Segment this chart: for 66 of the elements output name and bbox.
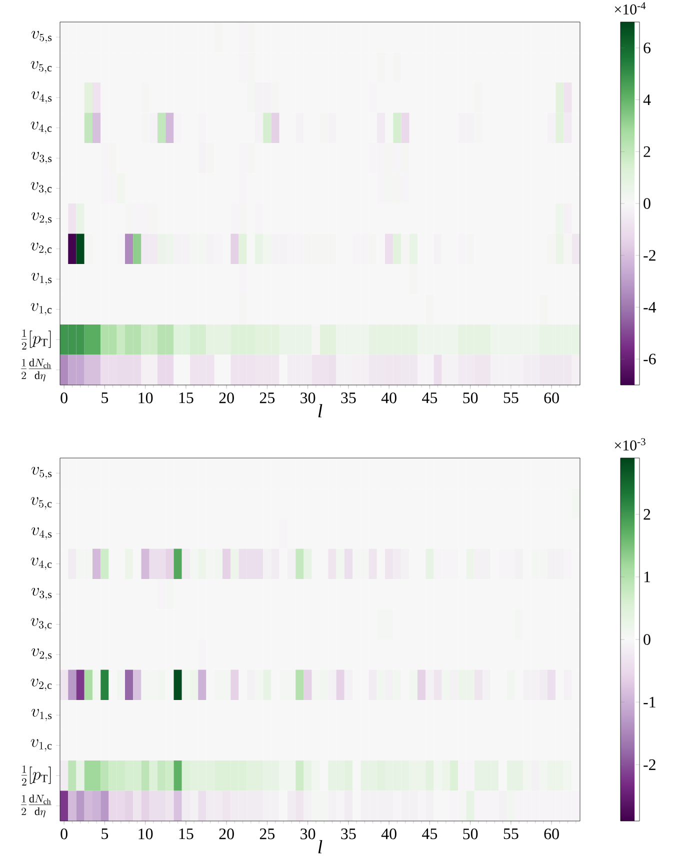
x-tick-label: 30 (300, 392, 316, 404)
color-bar-label: 1 (644, 572, 650, 582)
y-tick-label: $\frac{1}{2}[p_\mathrm{T}]$ (21, 330, 51, 350)
x-tick-label: 20 (219, 828, 234, 840)
x-tick-label: 10 (138, 392, 153, 404)
y-tick-label: $v_{1,\mathrm{c}}$ (30, 303, 52, 316)
x-tick-label: 25 (260, 828, 275, 840)
y-tick-label: $\frac{1}{2}\frac{\mathrm{d}N_\mathrm{ch}}{\mathrm{d}\eta}$ (21, 358, 52, 382)
x-axis-title: l (318, 404, 322, 418)
color-bar-label: -2 (644, 759, 656, 770)
x-tick-label: 10 (138, 828, 153, 840)
color-bar-label: 6 (644, 42, 651, 54)
y-tick-label: $v_{2,\mathrm{s}}$ (31, 212, 52, 225)
y-tick-label: $v_{5,\mathrm{s}}$ (31, 466, 52, 480)
color-bar-title: ×10$^{-4}$ (614, 2, 646, 14)
y-tick-label: $v_{2,\mathrm{c}}$ (30, 242, 52, 255)
color-bar-label: -1 (644, 696, 656, 708)
color-bar-label: -4 (644, 302, 656, 312)
y-tick-label: $v_{4,\mathrm{s}}$ (31, 527, 52, 540)
y-tick-label: $v_{5,\mathrm{c}}$ (30, 61, 52, 74)
y-tick-label: $\frac{1}{2}[p_\mathrm{T}]$ (21, 766, 51, 786)
x-tick-label: 45 (422, 828, 438, 840)
x-tick-label: 20 (219, 392, 234, 404)
y-tick-label: $v_{3,\mathrm{s}}$ (31, 588, 52, 600)
y-tick-label: $v_{2,\mathrm{c}}$ (30, 678, 52, 691)
y-tick-label: $v_{2,\mathrm{s}}$ (31, 648, 52, 661)
x-tick-label: 40 (381, 828, 396, 840)
y-tick-label: $\frac{1}{2}\frac{\mathrm{d}N_\mathrm{ch}}{\mathrm{d}\eta}$ (21, 794, 52, 818)
x-tick-label: 55 (504, 392, 518, 404)
y-tick-label: $v_{5,\mathrm{s}}$ (31, 30, 52, 44)
x-tick-label: 35 (341, 828, 356, 840)
y-tick-label: $v_{1,\mathrm{s}}$ (31, 708, 52, 722)
x-axis-title: l (318, 840, 322, 854)
x-tick-label: 30 (300, 828, 316, 840)
y-tick-label: $v_{4,\mathrm{c}}$ (30, 558, 52, 570)
x-tick-label: 0 (60, 392, 68, 404)
y-tick-label: $v_{4,\mathrm{c}}$ (30, 122, 52, 134)
y-tick-label: $v_{1,\mathrm{s}}$ (31, 272, 52, 286)
x-tick-label: 5 (102, 828, 108, 840)
color-bar-label: 0 (644, 634, 650, 645)
x-tick-label: 55 (504, 828, 518, 840)
x-tick-label: 50 (463, 392, 478, 404)
x-tick-label: 25 (260, 392, 275, 404)
x-tick-label: 5 (102, 392, 108, 404)
color-bar-label: -6 (644, 354, 656, 364)
x-tick-label: 15 (179, 828, 194, 840)
x-tick-label: 60 (544, 828, 559, 840)
y-tick-label: $v_{3,\mathrm{c}}$ (30, 182, 52, 194)
y-tick-label: $v_{3,\mathrm{s}}$ (31, 152, 52, 164)
color-bar-label: 2 (644, 509, 650, 520)
x-tick-label: 15 (179, 392, 194, 404)
y-tick-label: $v_{5,\mathrm{c}}$ (30, 497, 52, 510)
x-tick-label: 40 (381, 392, 396, 404)
color-bar-label: 0 (644, 198, 650, 209)
x-tick-label: 35 (341, 392, 356, 404)
y-tick-label: $v_{4,\mathrm{s}}$ (31, 91, 52, 104)
color-bar-label: 2 (644, 146, 650, 157)
color-bar-label: 4 (643, 94, 651, 106)
x-tick-label: 45 (422, 392, 438, 404)
x-tick-label: 50 (463, 828, 478, 840)
x-tick-label: 0 (60, 828, 68, 840)
color-bar-title: ×10$^{-3}$ (614, 438, 646, 450)
x-tick-label: 60 (544, 392, 559, 404)
y-tick-label: $v_{3,\mathrm{c}}$ (30, 618, 52, 630)
y-tick-label: $v_{1,\mathrm{c}}$ (30, 739, 52, 752)
color-bar-label: -2 (644, 250, 656, 261)
